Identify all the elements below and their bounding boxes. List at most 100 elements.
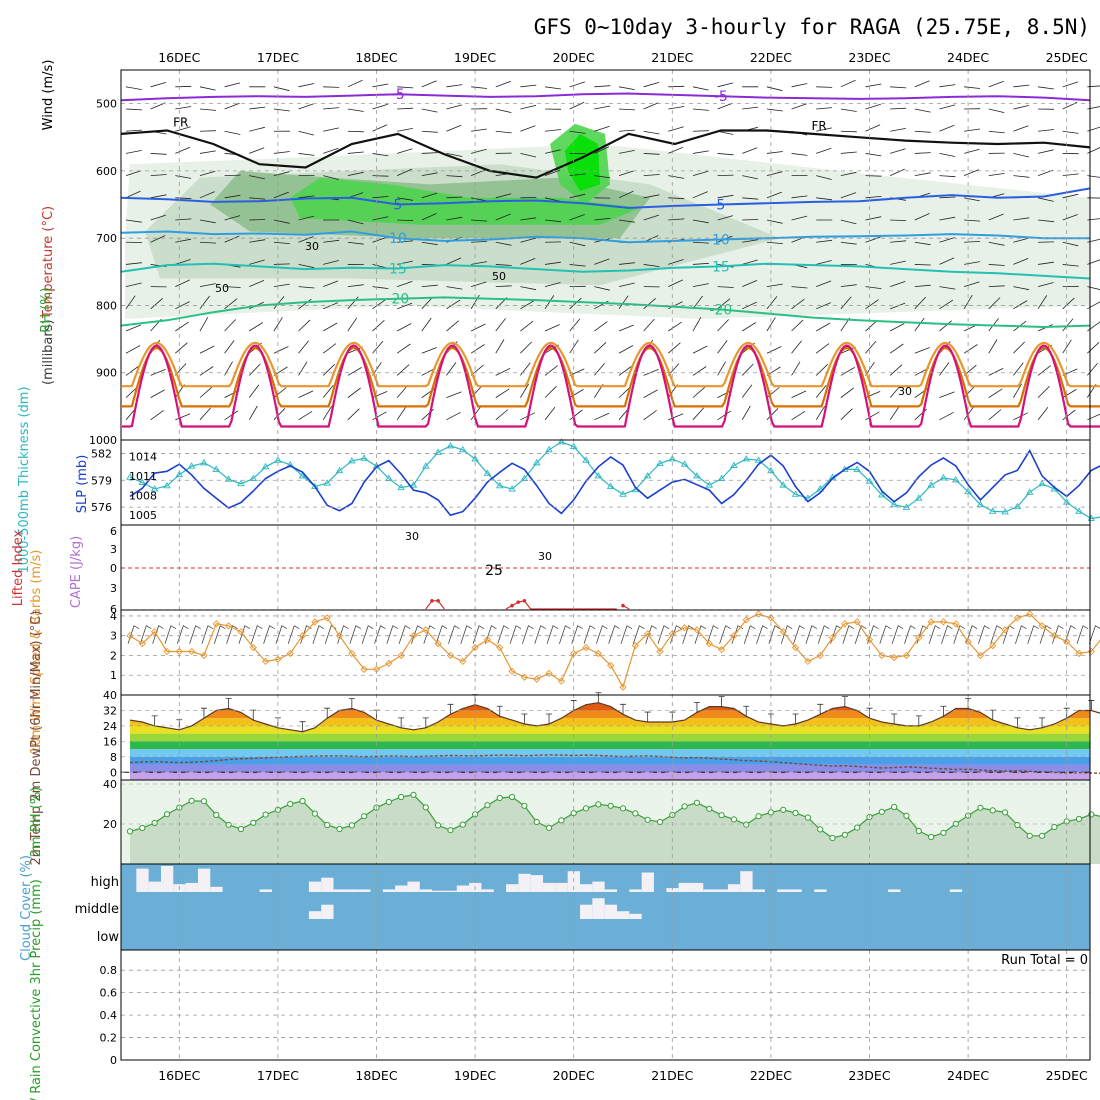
temperature-contour (120, 262, 1091, 280)
upper-wind-barb (569, 101, 585, 110)
wind-speed-point (409, 632, 418, 640)
upper-wind-barb (323, 107, 340, 110)
upper-wind-barb (1087, 362, 1098, 376)
precip-tick-label: 0.2 (100, 1032, 118, 1045)
upper-wind-barb (865, 196, 882, 199)
rh-point (582, 805, 590, 812)
precip-tick-label: 0.8 (100, 964, 118, 977)
temperature-minmax-bar (348, 698, 355, 709)
wind-speed-point (853, 618, 861, 626)
upper-wind-barb (1062, 297, 1075, 310)
slp-point (360, 454, 368, 461)
upper-wind-barb (914, 108, 931, 113)
upper-wind-barb (692, 366, 707, 376)
wind-speed-point (989, 641, 997, 650)
upper-wind-barb (890, 240, 907, 243)
upper-wind-barb (397, 260, 413, 265)
cloud-high-bar (555, 882, 568, 892)
upper-wind-barb (569, 241, 586, 247)
upper-wind-barb (224, 298, 238, 310)
slp-point (779, 481, 788, 488)
upper-wind-barb (692, 345, 708, 354)
cloud-high-bar (259, 889, 272, 892)
upper-wind-barb (249, 175, 265, 180)
wind-tick-label: 3 (110, 630, 117, 643)
lifted-index-tick-label: 6 (110, 603, 117, 616)
upper-wind-barb (1037, 406, 1049, 421)
upper-wind-barb (594, 217, 611, 221)
wind-speed-point (680, 624, 689, 632)
temperature-contour (120, 230, 1090, 244)
upper-wind-barb (668, 279, 683, 287)
upper-wind-barb (816, 239, 833, 243)
wind-speed-point (286, 649, 294, 658)
upper-wind-barb (988, 108, 1005, 113)
wind-speed-point (483, 636, 492, 644)
upper-wind-barb (495, 339, 505, 354)
upper-wind-barb (594, 412, 610, 421)
rh-point (311, 810, 318, 817)
wind-barb (608, 625, 620, 644)
rh-contour-label: 50 (492, 270, 506, 283)
upper-wind-barb (643, 214, 660, 221)
upper-wind-barb (372, 340, 384, 354)
upper-wind-barb (372, 216, 389, 221)
upper-wind-barb (495, 368, 511, 376)
upper-wind-barb (741, 405, 751, 421)
upper-wind-barb (249, 126, 265, 132)
upper-wind-barb (840, 408, 853, 421)
upper-wind-barb (298, 390, 314, 398)
wind-barb (731, 625, 744, 644)
upper-wind-barb (939, 124, 955, 132)
wind-speed-point (952, 620, 960, 628)
thickness-tick-label: 582 (91, 447, 112, 460)
upper-wind-barb (175, 413, 191, 421)
wind-speed-point (557, 677, 566, 685)
run-total: Run Total = 0 (1001, 953, 1088, 968)
wind-speed-point (508, 667, 516, 675)
wind-barb (904, 625, 916, 644)
temperature-tick-label: 16 (103, 735, 117, 748)
upper-wind-barb (988, 264, 1005, 266)
upper-wind-barb (815, 384, 827, 398)
rh-tick-label: 40 (103, 778, 117, 791)
upper-wind-barb (939, 84, 956, 88)
wind-barb (164, 625, 177, 644)
upper-wind-barb (249, 322, 264, 332)
upper-wind-barb (544, 149, 561, 154)
upper-wind-barb (347, 408, 360, 421)
upper-wind-barb (470, 281, 487, 288)
upper-wind-barb (495, 285, 512, 288)
upper-wind-barb (224, 194, 241, 199)
temperature-band (130, 710, 1090, 719)
wind-barb (139, 625, 152, 644)
upper-wind-barb (988, 368, 1004, 376)
upper-wind-barb (125, 365, 140, 376)
wind-speed-point (915, 634, 923, 642)
wind-barb (694, 625, 707, 644)
upper-wind-barb (766, 191, 782, 199)
upper-wind-barb (347, 296, 359, 310)
thickness-label: 1000-500mb Thickness (dm) (17, 386, 32, 573)
cloud-high-bar (136, 868, 149, 892)
upper-wind-barb (175, 279, 190, 287)
upper-wind-barb (939, 175, 956, 178)
slp-point (964, 487, 972, 495)
cloud-high-bar (481, 889, 494, 892)
upper-wind-barb (1062, 409, 1076, 421)
upper-wind-barb (717, 340, 728, 354)
upper-wind-barb (397, 197, 414, 201)
slp-point (606, 482, 615, 489)
upper-wind-barb (520, 258, 536, 265)
temperature-contour-label: -5 (391, 87, 405, 103)
upper-wind-barb (495, 318, 506, 332)
wind-speed-point (865, 636, 874, 644)
temperature-minmax-bar (817, 703, 824, 715)
freezing-level-line (120, 129, 1091, 179)
date-label-bottom: 22DEC (750, 1068, 792, 1083)
upper-wind-barb (914, 241, 931, 246)
rh-point (287, 800, 294, 808)
upper-wind-barb (495, 388, 510, 398)
upper-wind-barb (791, 390, 807, 398)
upper-wind-barb (643, 410, 657, 421)
